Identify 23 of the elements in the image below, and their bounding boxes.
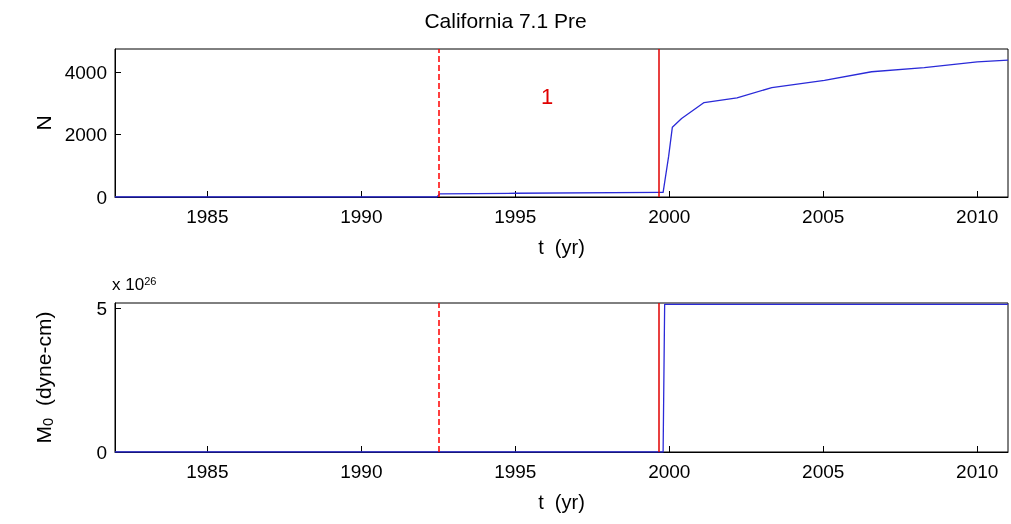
y-tick-label: 4000 bbox=[64, 61, 107, 83]
chart-title: California 7.1 Pre bbox=[424, 9, 587, 32]
y-axis-title: N bbox=[31, 115, 55, 131]
y-axis-title: M0 (dyne-cm) bbox=[31, 311, 56, 444]
x-axis-title: t (yr) bbox=[538, 491, 585, 513]
x-tick-label: 1985 bbox=[186, 206, 229, 227]
x-tick-label: 2000 bbox=[648, 206, 691, 227]
y-tick-label: 0 bbox=[96, 441, 107, 463]
annotation: 1 bbox=[541, 83, 554, 109]
x-tick-label: 1985 bbox=[186, 461, 229, 482]
x-tick-label: 2005 bbox=[802, 206, 845, 227]
x-axis-title: t (yr) bbox=[538, 236, 585, 258]
x-tick-label: 2005 bbox=[802, 461, 845, 482]
y-tick-label: 2000 bbox=[64, 124, 107, 146]
x-tick-label: 2000 bbox=[648, 461, 691, 482]
x-tick-label: 1990 bbox=[340, 461, 383, 482]
x-tick-label: 2010 bbox=[956, 461, 999, 482]
x-tick-label: 1995 bbox=[494, 461, 537, 482]
x-tick-label: 2010 bbox=[956, 206, 999, 227]
x-tick-label: 1995 bbox=[494, 206, 537, 227]
y-tick-label: 5 bbox=[96, 298, 107, 320]
y-tick-label: 0 bbox=[96, 186, 107, 208]
x-tick-label: 1990 bbox=[340, 206, 383, 227]
